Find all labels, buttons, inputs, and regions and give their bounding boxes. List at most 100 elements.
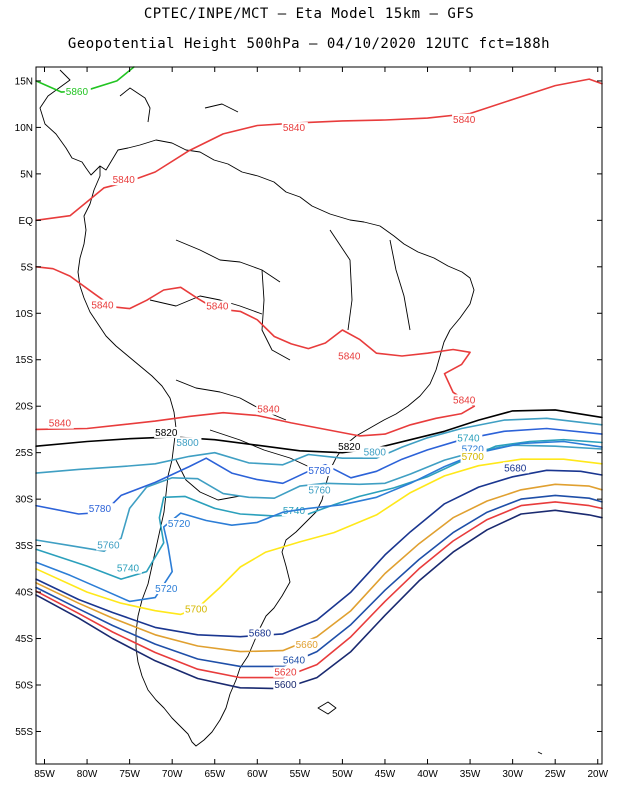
contour-5820 — [35, 409, 603, 454]
contour-label: 5840 — [206, 302, 229, 313]
contour-label: 5680 — [249, 629, 272, 640]
lat-tick-label: 40S — [15, 588, 33, 599]
contour-label-background — [115, 562, 142, 574]
contour-5680 — [35, 469, 603, 638]
contour-label: 5780 — [89, 504, 112, 515]
contour-label-background — [294, 638, 321, 650]
contour-label: 5860 — [66, 87, 89, 98]
lat-tick-label: 10S — [15, 309, 33, 320]
lon-tick-label: 80W — [77, 769, 98, 780]
contour-5640 — [35, 494, 603, 668]
contour-label: 5620 — [274, 668, 297, 679]
contour-label: 5840 — [257, 405, 280, 416]
lat-tick-label: 5N — [20, 169, 33, 180]
height-contours: 5860 5840 5840 5840 5840 5840 5840 5840 5840 5840… — [35, 66, 603, 691]
contour-5760 — [35, 444, 603, 553]
contour-label: 5720 — [155, 584, 178, 595]
contour-label-background — [256, 403, 283, 415]
contour-label: 5720 — [462, 445, 485, 456]
lon-tick-label: 85W — [34, 769, 55, 780]
lon-tick-label: 60W — [247, 769, 268, 780]
lon-tick-label: 65W — [204, 769, 225, 780]
contour-label: 5840 — [113, 175, 136, 186]
contour-label: 5760 — [97, 540, 120, 551]
contour-label: 5840 — [283, 123, 306, 134]
lat-tick-label: 5S — [21, 262, 34, 273]
contour-label-background — [452, 113, 479, 125]
contour-label: 5740 — [457, 434, 480, 445]
contour-label: 5840 — [453, 395, 476, 406]
lon-tick-label: 40W — [417, 769, 438, 780]
contour-label-background — [307, 465, 334, 477]
lon-tick-label: 70W — [162, 769, 183, 780]
contour-label-background — [460, 443, 487, 455]
lat-tick-label: 15N — [15, 76, 33, 87]
contour-label-background — [205, 300, 232, 312]
contour-label-background — [64, 85, 91, 97]
contour-5840 — [35, 265, 476, 437]
map-frame — [35, 66, 603, 765]
contour-label-background — [281, 122, 308, 134]
contour-label: 5660 — [296, 640, 319, 651]
lat-tick-label: 30S — [15, 495, 33, 506]
contour-label-background — [503, 462, 530, 474]
contour-label-background — [154, 426, 181, 438]
lat-tick-label: 50S — [15, 681, 33, 692]
lat-tick-label: 20S — [15, 402, 33, 413]
contour-label-background — [154, 583, 181, 595]
contour-label-background — [47, 417, 74, 429]
contour-label-background — [166, 518, 193, 530]
contour-label: 5700 — [462, 452, 485, 463]
contour-label: 5800 — [176, 438, 199, 449]
contour-label-background — [281, 654, 308, 666]
contour-label-background — [362, 446, 389, 458]
contour-label: 5840 — [49, 419, 72, 430]
contour-label: 5680 — [504, 463, 527, 474]
contour-label-background — [175, 437, 202, 449]
contour-label: 5740 — [117, 564, 140, 575]
contour-label-background — [87, 503, 114, 515]
lat-tick-label: EQ — [19, 216, 34, 227]
contour-label: 5840 — [453, 115, 476, 126]
contour-label-background — [337, 440, 364, 452]
contour-label-background — [452, 394, 479, 406]
contour-label-background — [90, 299, 117, 311]
contour-label-background — [337, 350, 364, 362]
contour-5600 — [35, 509, 603, 690]
contour-label: 5840 — [338, 352, 361, 363]
contour-label-background — [307, 484, 334, 496]
lon-tick-label: 55W — [290, 769, 311, 780]
lon-tick-label: 20W — [587, 769, 608, 780]
contour-label-background — [111, 174, 138, 186]
coastline-outline — [39, 69, 543, 755]
contour-5660 — [35, 483, 603, 653]
contour-5780 — [35, 427, 603, 515]
contour-label: 5720 — [168, 519, 191, 530]
contour-label: 5820 — [338, 442, 361, 453]
contour-label: 5840 — [91, 301, 114, 312]
contour-label: 5640 — [283, 656, 306, 667]
lon-tick-label: 30W — [502, 769, 523, 780]
contour-label-background — [273, 678, 300, 690]
contour-5620 — [35, 501, 603, 679]
lat-tick-label: 10N — [15, 123, 33, 134]
lat-tick-label: 15S — [15, 355, 33, 366]
lat-tick-label: 45S — [15, 634, 33, 645]
contour-label-background — [456, 432, 483, 444]
contour-label-background — [460, 451, 487, 463]
contour-label-background — [96, 539, 123, 551]
contour-label-background — [183, 603, 210, 615]
contour-5800 — [35, 417, 603, 474]
lat-tick-label: 55S — [15, 727, 33, 738]
lon-tick-label: 45W — [375, 769, 396, 780]
contour-label: 5600 — [274, 680, 297, 691]
contour-5700 — [35, 458, 603, 616]
lat-tick-label: 35S — [15, 541, 33, 552]
contour-label: 5740 — [283, 506, 306, 517]
contour-label: 5700 — [185, 605, 208, 616]
contour-label-background — [247, 627, 274, 639]
contour-label: 5820 — [155, 428, 178, 439]
lon-tick-label: 35W — [460, 769, 481, 780]
contour-label: 5800 — [364, 447, 387, 458]
